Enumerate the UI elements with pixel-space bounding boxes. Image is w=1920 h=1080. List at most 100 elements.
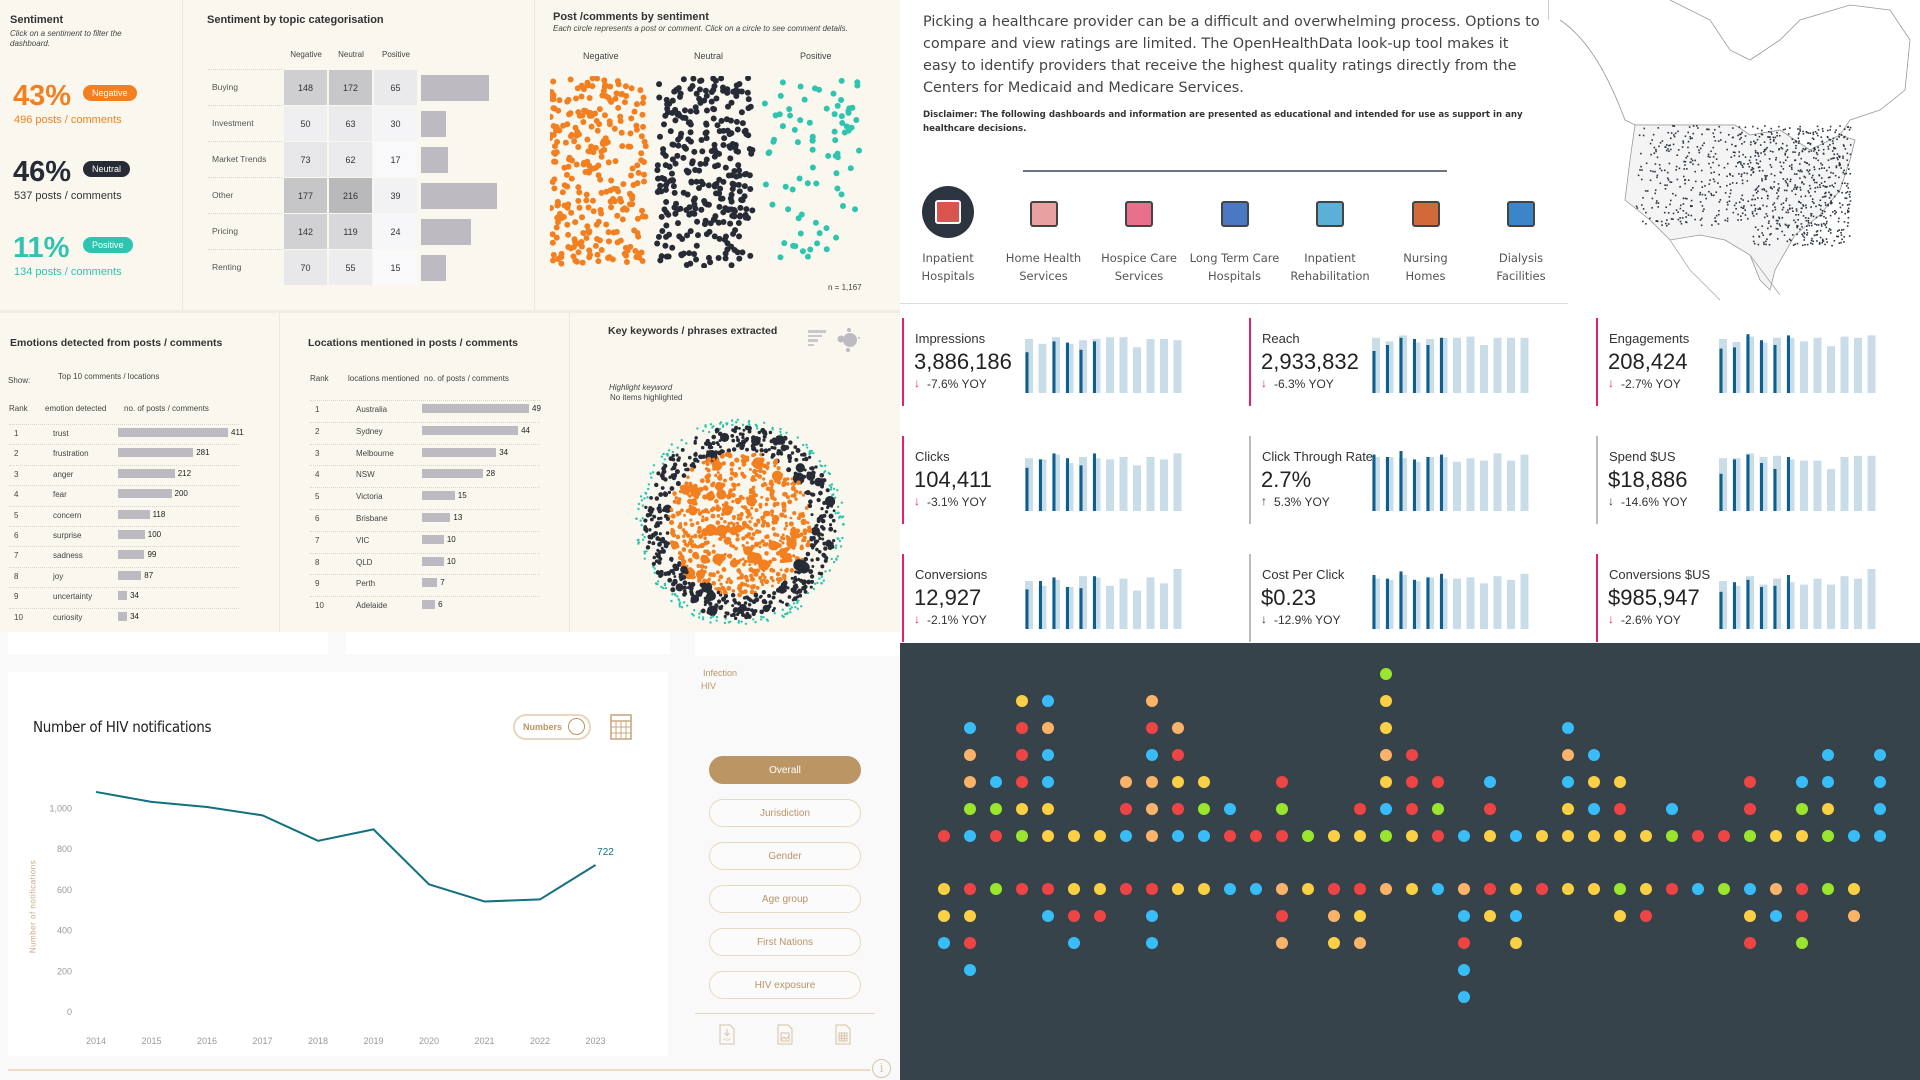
count-bar[interactable] <box>422 447 497 457</box>
topic-total-bar[interactable] <box>421 183 497 209</box>
topic-cell[interactable]: 17 <box>374 142 417 177</box>
topic-cell[interactable]: 39 <box>374 178 417 213</box>
count-bar[interactable] <box>118 509 150 519</box>
topic-cell[interactable]: 142 <box>284 214 327 249</box>
kpi-card[interactable]: Conversions $US $985,947 ↓ -2.6% YOY <box>1594 551 1920 642</box>
kpi-card[interactable]: Engagements 208,424 ↓ -2.7% YOY <box>1594 315 1920 406</box>
topic-cell[interactable]: 177 <box>284 178 327 213</box>
provider-rehabilitation[interactable]: Inpatient Rehabilitation <box>1282 188 1378 288</box>
label-cell[interactable]: Adelaide <box>356 601 388 611</box>
count-bar[interactable] <box>118 428 228 437</box>
provider-long-term-care[interactable]: Long Term Care Hospitals <box>1187 188 1283 288</box>
count-bar[interactable] <box>118 550 145 560</box>
label-cell[interactable]: Brisbane <box>356 514 388 523</box>
topic-cell[interactable]: 70 <box>284 250 327 285</box>
topic-cell[interactable]: 55 <box>329 250 372 285</box>
filter-button-overall[interactable]: Overall <box>709 756 861 784</box>
sentiment-percent[interactable]: 46% <box>13 156 72 188</box>
sentiment-badge[interactable]: Positive <box>83 237 133 253</box>
topic-cell[interactable]: 15 <box>374 250 417 285</box>
kpi-card[interactable]: Clicks 104,411 ↓ -3.1% YOY <box>900 433 1240 524</box>
label-cell[interactable]: curiosity <box>53 612 83 622</box>
count-bar[interactable] <box>422 578 438 588</box>
sentiment-badge[interactable]: Negative <box>83 85 137 101</box>
kpi-card[interactable]: Impressions 3,886,186 ↓ -7.6% YOY <box>900 315 1240 406</box>
provider-hospice[interactable]: Hospice Care Services <box>1091 188 1187 288</box>
count-bar[interactable] <box>118 591 128 601</box>
numbers-toggle[interactable]: Numbers <box>513 714 591 740</box>
label-cell[interactable]: anger <box>53 469 74 479</box>
label-cell[interactable]: Australia <box>356 405 388 414</box>
count-bar[interactable] <box>118 611 128 621</box>
provider-home-health[interactable]: Home Health Services <box>996 188 1092 288</box>
filter-button-first-nations[interactable]: First Nations <box>709 928 861 956</box>
count-bar[interactable] <box>422 425 519 435</box>
kpi-card[interactable]: Conversions 12,927 ↓ -2.1% YOY <box>900 551 1240 642</box>
show-dropdown[interactable]: Top 10 comments / locations <box>58 372 160 381</box>
kpi-card[interactable]: Spend $US $18,886 ↓ -14.6% YOY <box>1594 433 1920 524</box>
topic-total-bar[interactable] <box>421 111 447 137</box>
kpi-card[interactable]: Reach 2,933,832 ↓ -6.3% YOY <box>1247 315 1587 406</box>
provider-nursing-home[interactable]: Nursing Homes <box>1378 188 1474 288</box>
label-cell[interactable]: fear <box>53 490 67 500</box>
topic-cell[interactable]: 172 <box>329 70 372 105</box>
topic-cell[interactable]: 119 <box>329 214 372 249</box>
filter-button-jurisdiction[interactable]: Jurisdiction <box>709 799 861 827</box>
label-cell[interactable]: sadness <box>53 551 83 561</box>
provider-locations-map[interactable] <box>1550 0 1920 302</box>
topic-cell[interactable]: 62 <box>329 142 372 177</box>
label-cell[interactable]: frustration <box>53 449 89 459</box>
count-bar[interactable] <box>118 530 145 539</box>
count-bar[interactable] <box>422 404 529 413</box>
download-data-icon[interactable] <box>835 1024 851 1045</box>
highlight-dropdown[interactable]: No items highlighted <box>610 393 683 402</box>
label-cell[interactable]: Melbourne <box>356 448 394 458</box>
count-bar[interactable] <box>422 491 455 501</box>
label-cell[interactable]: NSW <box>356 470 375 480</box>
count-bar[interactable] <box>422 600 436 610</box>
topic-total-bar[interactable] <box>421 255 446 281</box>
provider-dialysis[interactable]: Dialysis Facilities <box>1473 188 1569 288</box>
count-bar[interactable] <box>118 448 194 458</box>
label-cell[interactable]: QLD <box>356 557 373 567</box>
sentiment-percent[interactable]: 43% <box>13 80 72 112</box>
count-bar[interactable] <box>422 556 444 566</box>
topic-cell[interactable]: 30 <box>374 106 417 141</box>
count-bar[interactable] <box>422 513 451 522</box>
filter-button-age-group[interactable]: Age group <box>709 885 861 913</box>
posts-dot-plot[interactable] <box>550 76 880 268</box>
label-cell[interactable]: joy <box>53 571 64 581</box>
kpi-card[interactable]: Click Through Rate 2.7% ↑ 5.3% YOY <box>1247 433 1587 524</box>
count-bar[interactable] <box>422 469 484 479</box>
label-cell[interactable]: uncertainty <box>53 592 93 602</box>
provider-hospital[interactable]: Inpatient Hospitals <box>900 186 996 288</box>
label-cell[interactable]: trust <box>53 429 69 438</box>
table-view-icon[interactable] <box>610 714 632 740</box>
topic-cell[interactable]: 148 <box>284 70 327 105</box>
label-cell[interactable]: Victoria <box>356 492 383 502</box>
keyword-bubble-chart[interactable] <box>630 413 850 632</box>
filter-button-gender[interactable]: Gender <box>709 842 861 870</box>
infection-value[interactable]: HIV <box>701 681 717 691</box>
count-bar[interactable] <box>422 534 444 544</box>
topic-cell[interactable]: 216 <box>329 178 372 213</box>
sentiment-percent[interactable]: 11% <box>13 232 70 264</box>
kpi-card[interactable]: Cost Per Click $0.23 ↓ -12.9% YOY <box>1247 551 1587 642</box>
topic-total-bar[interactable] <box>421 75 489 101</box>
topic-cell[interactable]: 63 <box>329 106 372 141</box>
label-cell[interactable]: VIC <box>356 535 370 545</box>
label-cell[interactable]: Perth <box>356 579 376 589</box>
count-bar[interactable] <box>118 489 172 499</box>
label-cell[interactable]: concern <box>53 510 82 520</box>
download-image-icon[interactable] <box>777 1024 793 1045</box>
sentiment-badge[interactable]: Neutral <box>83 161 131 177</box>
bubble-view-icon[interactable] <box>836 327 862 353</box>
count-bar[interactable] <box>118 570 142 580</box>
download-pdf-icon[interactable]: PDF <box>719 1024 735 1045</box>
topic-total-bar[interactable] <box>421 219 472 245</box>
topic-cell[interactable]: 50 <box>284 106 327 141</box>
topic-cell[interactable]: 65 <box>374 70 417 105</box>
label-cell[interactable]: surprise <box>53 531 82 540</box>
topic-total-bar[interactable] <box>421 147 448 173</box>
label-cell[interactable]: Sydney <box>356 426 383 436</box>
